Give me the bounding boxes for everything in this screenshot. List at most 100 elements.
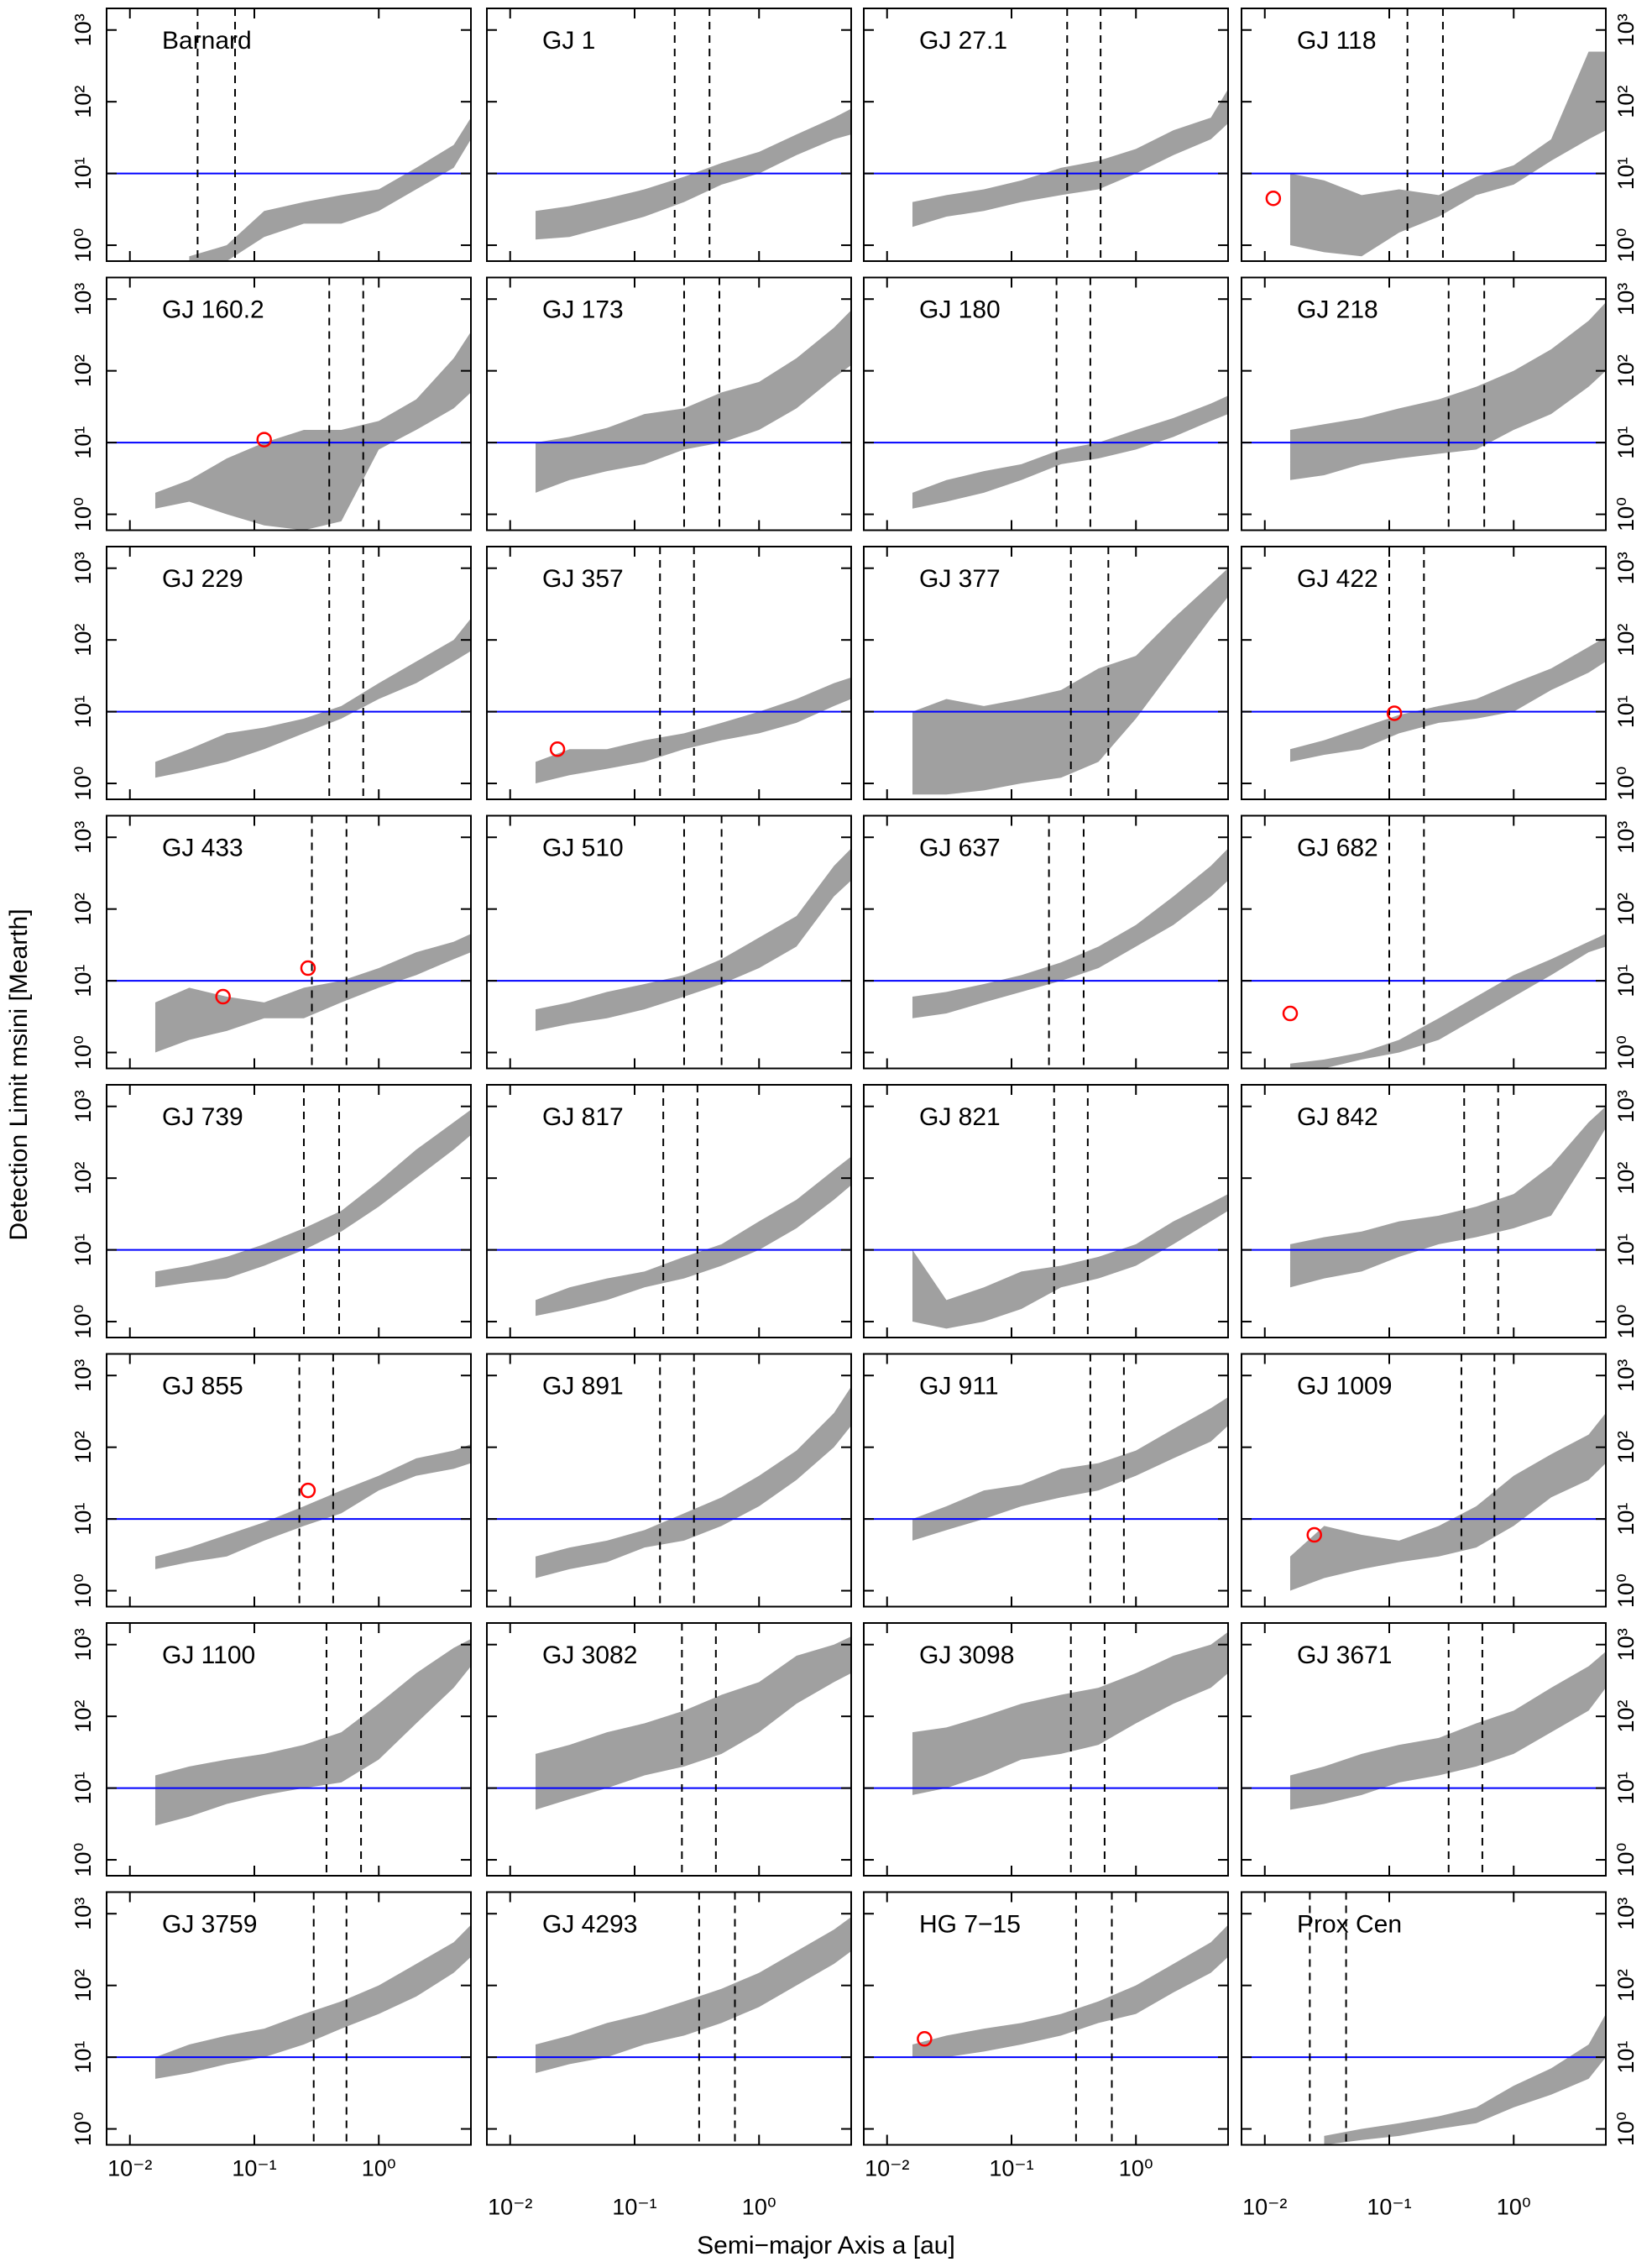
- y-tick-label: 10⁰: [1613, 767, 1639, 801]
- panel-frame: [486, 1622, 852, 1877]
- y-tick-label: 10²: [71, 624, 96, 657]
- panel-frame: [863, 1084, 1229, 1338]
- panel-frame: [106, 1353, 472, 1608]
- detection-band: [154, 1638, 471, 1826]
- y-tick-label: 10⁰: [1613, 228, 1639, 263]
- detection-band: [1289, 51, 1606, 257]
- panel: [864, 1623, 1228, 1876]
- detection-band: [912, 848, 1228, 1018]
- panel-title: GJ 3082: [542, 1641, 637, 1669]
- y-tick-label: 10²: [1613, 624, 1639, 657]
- y-tick-label: 10²: [1613, 1162, 1639, 1195]
- panel: [1242, 1353, 1606, 1607]
- y-tick-label: 10²: [1613, 1969, 1639, 2002]
- panel-title: GJ 911: [919, 1372, 999, 1400]
- panel-title: GJ 855: [162, 1372, 243, 1400]
- y-tick-label: 10²: [1613, 893, 1639, 925]
- panel-title: GJ 891: [542, 1372, 624, 1400]
- detection-band: [535, 677, 851, 784]
- x-tick-label: 10⁰: [362, 2156, 396, 2181]
- detection-band: [154, 1924, 471, 2079]
- panel-frame: [863, 546, 1229, 800]
- panel-title: GJ 218: [1297, 296, 1378, 323]
- x-tick-label: 10⁰: [1497, 2195, 1531, 2220]
- y-tick-label: 10³: [71, 821, 96, 854]
- panel-frame: [863, 1353, 1229, 1608]
- y-tick-label: 10³: [1613, 283, 1639, 316]
- panel-frame: [106, 1891, 472, 2146]
- panel-frame: [106, 1622, 472, 1877]
- y-tick-label: 10⁰: [71, 497, 96, 531]
- panel: [864, 815, 1228, 1069]
- detection-band: [912, 1631, 1228, 1795]
- panel-frame: [486, 1353, 852, 1608]
- panel-title: GJ 377: [919, 565, 1001, 593]
- y-tick-label: 10⁰: [1613, 1305, 1639, 1339]
- panel: [1242, 547, 1606, 799]
- detection-band: [535, 1386, 851, 1579]
- panel: [487, 547, 851, 799]
- detection-band: [1324, 2013, 1606, 2145]
- y-tick-label: 10²: [1613, 354, 1639, 387]
- panel-frame: [486, 546, 852, 800]
- panel-title: GJ 433: [162, 834, 243, 861]
- panel: [487, 1623, 851, 1876]
- panel-frame: [863, 1622, 1229, 1877]
- panel: [1242, 8, 1606, 261]
- panel-frame: [863, 1891, 1229, 2146]
- y-tick-label: 10¹: [1613, 157, 1639, 190]
- planet-point: [1386, 705, 1403, 721]
- y-tick-label: 10⁰: [71, 228, 96, 263]
- panel-title: GJ 3671: [1297, 1641, 1392, 1669]
- panel: [864, 547, 1228, 799]
- panel: [107, 1623, 471, 1876]
- y-tick-label: 10⁰: [71, 767, 96, 801]
- panel-title: GJ 3098: [919, 1641, 1014, 1669]
- panel-title: GJ 160.2: [162, 296, 264, 323]
- panel: [107, 547, 471, 799]
- y-tick-label: 10⁰: [71, 1305, 96, 1339]
- y-tick-label: 10¹: [71, 427, 96, 459]
- y-tick-label: 10³: [71, 283, 96, 316]
- y-tick-label: 10²: [1613, 86, 1639, 118]
- detection-band: [535, 1636, 851, 1810]
- y-tick-label: 10¹: [1613, 2041, 1639, 2074]
- panel-frame: [1241, 1084, 1607, 1338]
- detection-band: [154, 332, 471, 531]
- panel: [864, 277, 1228, 531]
- y-tick-label: 10¹: [1613, 1503, 1639, 1536]
- y-tick-label: 10¹: [1613, 695, 1639, 728]
- y-tick-label: 10³: [71, 552, 96, 584]
- x-tick-label: 10⁻²: [865, 2156, 909, 2181]
- panel: [107, 277, 471, 531]
- y-tick-label: 10¹: [71, 2041, 96, 2074]
- panel-frame: [1241, 276, 1607, 531]
- planet-point: [549, 741, 566, 757]
- panel-title: HG 7−15: [919, 1910, 1021, 1938]
- detection-band: [535, 310, 851, 493]
- y-tick-label: 10¹: [71, 157, 96, 190]
- panel-title: GJ 4293: [542, 1910, 637, 1938]
- y-tick-label: 10³: [1613, 1359, 1639, 1392]
- panel: [1242, 1623, 1606, 1876]
- y-tick-label: 10²: [1613, 1700, 1639, 1733]
- panel-frame: [486, 1891, 852, 2146]
- y-tick-label: 10⁰: [1613, 497, 1639, 531]
- y-tick-label: 10⁰: [1613, 1843, 1639, 1877]
- panel: [107, 1353, 471, 1607]
- y-tick-label: 10²: [71, 1162, 96, 1195]
- planet-point: [1282, 1005, 1299, 1022]
- panel: [1242, 815, 1606, 1069]
- detection-band: [912, 568, 1228, 795]
- panel-frame: [106, 546, 472, 800]
- x-tick-label: 10⁻¹: [989, 2156, 1033, 2181]
- panel-title: GJ 1009: [1297, 1372, 1392, 1400]
- y-tick-label: 10³: [71, 1898, 96, 1930]
- detection-band: [1289, 636, 1606, 762]
- planet-point: [917, 2031, 933, 2047]
- x-tick-label: 10⁻¹: [232, 2156, 276, 2181]
- panel: [864, 8, 1228, 261]
- panel-title: GJ 357: [542, 565, 624, 593]
- panel-title: GJ 637: [919, 834, 1001, 861]
